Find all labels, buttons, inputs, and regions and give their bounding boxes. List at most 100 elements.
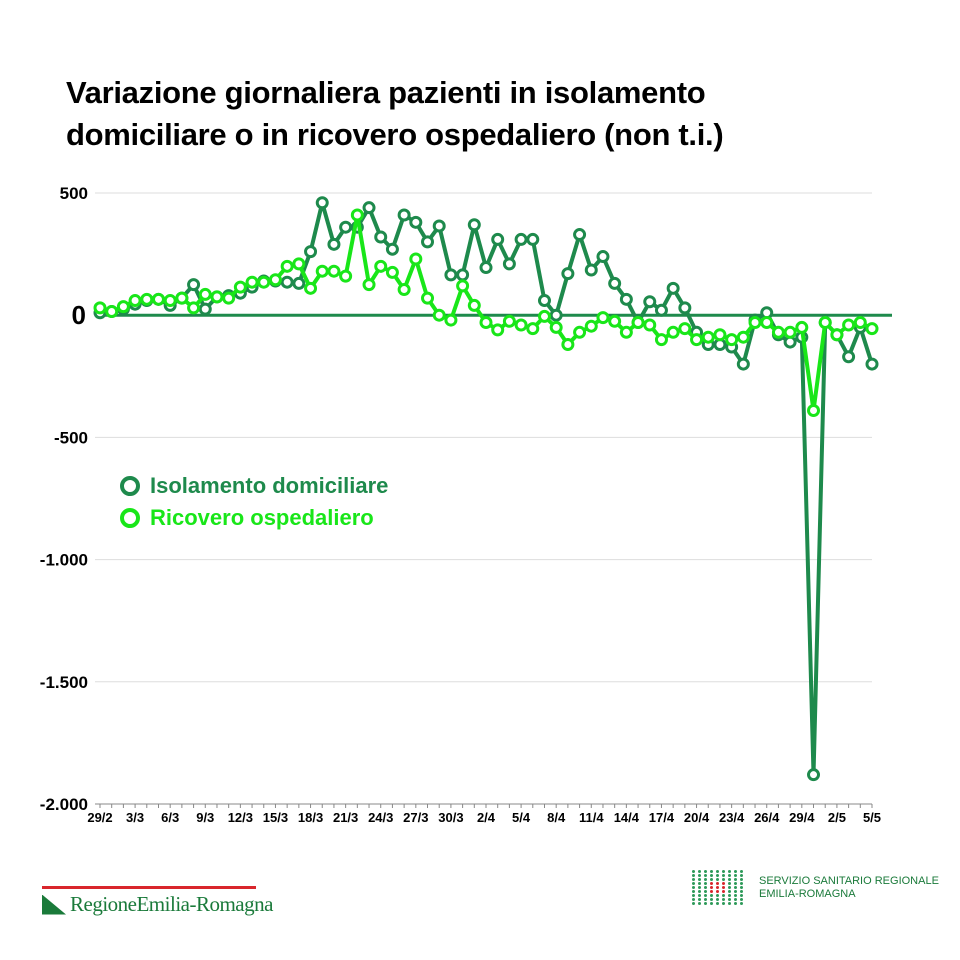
- x-tick-label: 17/4: [649, 810, 675, 825]
- logo-dot: [728, 874, 731, 877]
- ssr-logo: SERVIZIO SANITARIO REGIONALE EMILIA-ROMAG…: [692, 870, 939, 905]
- data-point: [467, 218, 481, 232]
- data-point: [619, 325, 633, 339]
- data-point: [222, 291, 236, 305]
- data-point: [631, 316, 645, 330]
- data-point: [865, 357, 879, 371]
- x-tick-label: 12/3: [228, 810, 253, 825]
- logo-dot: [710, 890, 713, 893]
- logo-dot: [734, 874, 737, 877]
- data-point: [736, 330, 750, 344]
- data-point: [608, 276, 622, 290]
- x-tick-label: 11/4: [579, 810, 604, 825]
- data-point: [479, 316, 493, 330]
- logo-dot: [692, 898, 695, 901]
- logo-dot: [704, 870, 707, 873]
- logo-dot: [722, 874, 725, 877]
- data-point: [725, 333, 739, 347]
- data-point: [678, 322, 692, 336]
- data-point: [432, 308, 446, 322]
- legend-item-isolamento: Isolamento domiciliare: [120, 470, 388, 502]
- x-tick-label: 9/3: [196, 810, 214, 825]
- data-point: [374, 259, 388, 273]
- data-point: [397, 208, 411, 222]
- logo-dot: [704, 902, 707, 905]
- data-point: [701, 330, 715, 344]
- legend-item-ricovero: Ricovero ospedaliero: [120, 502, 388, 534]
- data-point: [643, 295, 657, 309]
- logo-dot: [722, 878, 725, 881]
- data-point: [315, 264, 329, 278]
- logo-dot: [734, 894, 737, 897]
- logo-dot: [740, 894, 743, 897]
- data-point: [362, 278, 376, 292]
- y-tick-label: -1.000: [40, 551, 88, 570]
- data-point: [842, 350, 856, 364]
- data-point: [280, 275, 294, 289]
- logo-dot: [722, 898, 725, 901]
- data-point: [514, 318, 528, 332]
- data-point: [467, 298, 481, 312]
- ssr-line-1: SERVIZIO SANITARIO REGIONALE: [759, 874, 939, 887]
- logo-dot: [716, 874, 719, 877]
- logo-dot: [692, 870, 695, 873]
- logo-dot: [710, 886, 713, 889]
- logo-dot: [698, 882, 701, 885]
- x-tick-label: 27/3: [403, 810, 428, 825]
- data-point: [257, 275, 271, 289]
- data-point: [584, 263, 598, 277]
- logo-dot: [698, 890, 701, 893]
- logo-dot: [716, 870, 719, 873]
- x-tick-label: 2/5: [828, 810, 846, 825]
- data-point: [444, 313, 458, 327]
- data-point: [748, 316, 762, 330]
- logo-dot: [728, 902, 731, 905]
- x-tick-label: 24/3: [368, 810, 393, 825]
- data-point: [327, 264, 341, 278]
- logo-dot: [722, 890, 725, 893]
- logo-dot: [722, 902, 725, 905]
- logo-dot: [722, 882, 725, 885]
- logo-dot: [734, 870, 737, 873]
- logo-dot: [740, 878, 743, 881]
- data-point: [783, 325, 797, 339]
- logo-dot: [692, 894, 695, 897]
- logo-dot: [716, 882, 719, 885]
- logo-dot: [704, 894, 707, 897]
- title-line-1: Variazione giornaliera pazienti in isola…: [66, 75, 706, 110]
- data-point: [93, 301, 107, 315]
- data-point: [573, 325, 587, 339]
- data-point: [432, 219, 446, 233]
- data-point: [807, 404, 821, 418]
- x-tick-label: 15/3: [263, 810, 288, 825]
- logo-dot: [692, 902, 695, 905]
- logo-dot: [710, 882, 713, 885]
- y-tick-label: 500: [60, 184, 88, 203]
- series-line-ricovero: [99, 212, 873, 413]
- logo-dot: [698, 902, 701, 905]
- data-point: [795, 320, 809, 334]
- logo-bar: [42, 886, 256, 889]
- data-point: [187, 301, 201, 315]
- data-point: [830, 328, 844, 342]
- logo-dot: [722, 886, 725, 889]
- logo-dot: [740, 870, 743, 873]
- x-tick-label: 18/3: [298, 810, 323, 825]
- logo-dot: [734, 886, 737, 889]
- logo-dot: [728, 878, 731, 881]
- data-point: [573, 228, 587, 242]
- data-point: [666, 325, 680, 339]
- logo-dot: [692, 886, 695, 889]
- x-tick-label: 21/3: [333, 810, 358, 825]
- data-point: [385, 242, 399, 256]
- logo-dot: [722, 870, 725, 873]
- data-point: [163, 294, 177, 308]
- y-tick-label: -500: [54, 428, 88, 447]
- logo-dot: [728, 886, 731, 889]
- x-tick-label: 23/4: [719, 810, 745, 825]
- data-point: [842, 318, 856, 332]
- logo-dot: [710, 894, 713, 897]
- logo-dot: [740, 874, 743, 877]
- title-line-2: domiciliare o in ricovero ospedaliero (n…: [66, 117, 724, 152]
